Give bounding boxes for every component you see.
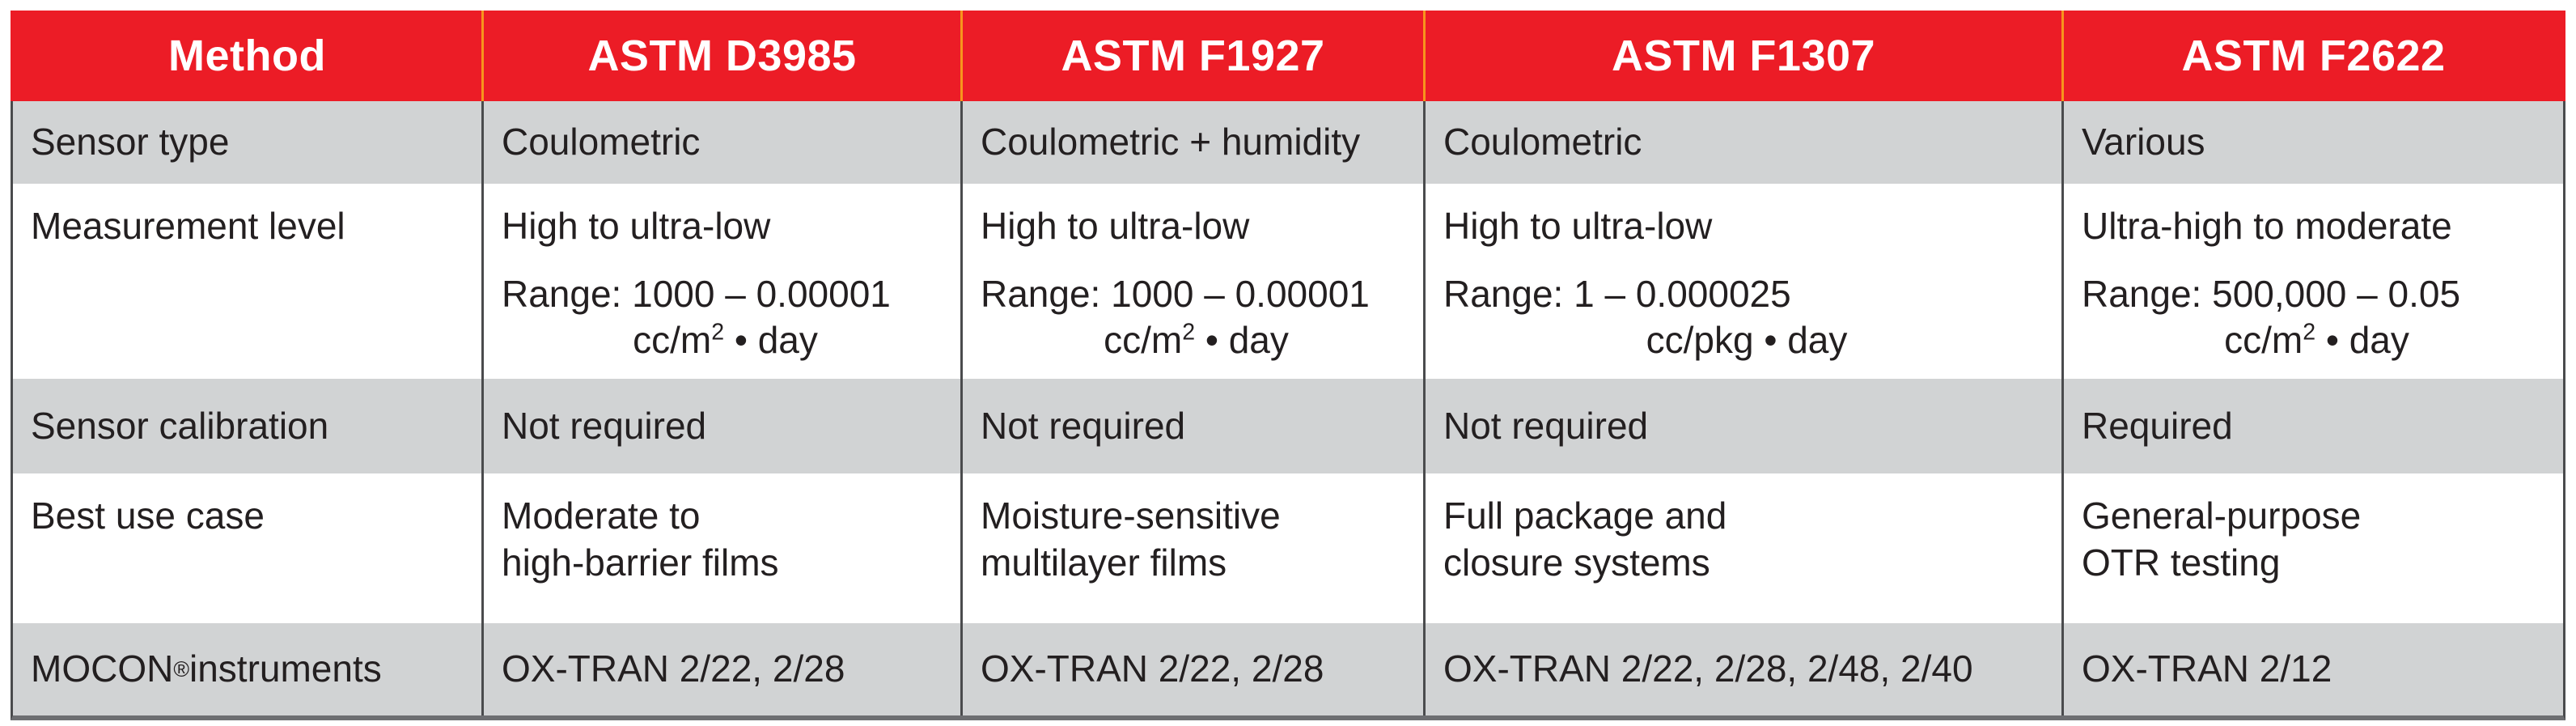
unit-tail: • day [1195, 319, 1289, 361]
mocon-label-main: MOCON [31, 647, 174, 690]
row-label-measurement-level: Measurement level [13, 184, 484, 379]
row-label-best-use-case: Best use case [13, 473, 484, 623]
header-cell-astm-d3985: ASTM D3985 [484, 11, 963, 101]
table-cell: OX-TRAN 2/22, 2/28 [963, 623, 1426, 715]
unit-main: cc/m [633, 319, 712, 361]
unit-tail: • day [2315, 319, 2409, 361]
table-cell: Not required [484, 379, 963, 473]
best-use-line: Full package and [1443, 495, 1727, 537]
table-cell: Not required [963, 379, 1426, 473]
unit-main: cc/m [2224, 319, 2303, 361]
row-label-sensor-type: Sensor type [13, 101, 484, 184]
table-row-mocon-instruments: MOCON ® instruments OX-TRAN 2/22, 2/28 OX… [13, 623, 2563, 715]
measurement-range: Range: 1000 – 0.00001 cc/m2 • day [502, 271, 949, 364]
table-cell: High to ultra-low Range: 1000 – 0.00001 … [963, 184, 1426, 379]
header-cell-astm-f1307: ASTM F1307 [1426, 11, 2064, 101]
unit-superscript: 2 [2303, 319, 2316, 346]
unit-line: cc/m2 • day [981, 317, 1412, 364]
unit-superscript: 2 [711, 319, 725, 346]
table-row-best-use-case: Best use case Moderate to high-barrier f… [13, 473, 2563, 623]
unit-line: cc/pkg • day [1443, 317, 2050, 364]
measurement-range: Range: 1 – 0.000025 cc/pkg • day [1443, 271, 2050, 364]
table-cell: Coulometric [484, 101, 963, 184]
table-cell: Coulometric [1426, 101, 2064, 184]
table-cell: Full package and closure systems [1426, 473, 2064, 623]
best-use-line: closure systems [1443, 541, 1710, 584]
table-cell: Not required [1426, 379, 2064, 473]
unit-line: cc/m2 • day [2082, 317, 2552, 364]
measurement-level-text: High to ultra-low [502, 205, 771, 247]
table-cell: Coulometric + humidity [963, 101, 1426, 184]
best-use-line: General-purpose [2082, 495, 2362, 537]
table-cell: High to ultra-low Range: 1 – 0.000025 cc… [1426, 184, 2064, 379]
table-row-sensor-calibration: Sensor calibration Not required Not requ… [13, 379, 2563, 473]
best-use-line: multilayer films [981, 541, 1227, 584]
table-cell: General-purpose OTR testing [2064, 473, 2563, 623]
mocon-label-tail: instruments [189, 647, 382, 690]
best-use-line: OTR testing [2082, 541, 2281, 584]
table-cell: High to ultra-low Range: 1000 – 0.00001 … [484, 184, 963, 379]
table-cell: OX-TRAN 2/22, 2/28 [484, 623, 963, 715]
unit-tail: • day [724, 319, 818, 361]
best-use-line: Moisture-sensitive [981, 495, 1281, 537]
measurement-range: Range: 500,000 – 0.05 cc/m2 • day [2082, 271, 2552, 364]
row-label-mocon-instruments: MOCON ® instruments [13, 623, 484, 715]
unit-tail: • day [1753, 319, 1848, 361]
table-cell: Required [2082, 404, 2233, 447]
measurement-level-text: High to ultra-low [981, 205, 1250, 247]
header-cell-method: Method [13, 11, 484, 101]
table-cell: Ultra-high to moderate Range: 500,000 – … [2064, 184, 2563, 379]
row-label-sensor-calibration: Sensor calibration [13, 379, 484, 473]
best-use-line: Moderate to [502, 495, 701, 537]
table-cell: OX-TRAN 2/22, 2/28, 2/48, 2/40 [1426, 623, 2064, 715]
range-line: Range: 1000 – 0.00001 [502, 272, 891, 315]
best-use-line: high-barrier films [502, 541, 779, 584]
unit-line: cc/m2 • day [502, 317, 949, 364]
range-line: Range: 500,000 – 0.05 [2082, 272, 2461, 315]
table-cell: Moderate to high-barrier films [484, 473, 963, 623]
range-line: Range: 1000 – 0.00001 [981, 272, 1370, 315]
unit-main: cc/m [1104, 319, 1183, 361]
range-line: Range: 1 – 0.000025 [1443, 272, 1791, 315]
table-header-row: Method ASTM D3985 ASTM F1927 ASTM F1307 … [11, 11, 2565, 101]
astm-method-comparison-table: Method ASTM D3985 ASTM F1927 ASTM F1307 … [11, 11, 2565, 720]
table-row-measurement-level: Measurement level High to ultra-low Rang… [13, 184, 2563, 379]
unit-superscript: 2 [1182, 319, 1196, 346]
unit-main: cc/pkg [1646, 319, 1754, 361]
table-cell: OX-TRAN 2/12 [2082, 647, 2332, 690]
measurement-range: Range: 1000 – 0.00001 cc/m2 • day [981, 271, 1412, 364]
table-row-sensor-type: Sensor type Coulometric Coulometric + hu… [13, 101, 2563, 184]
measurement-level-text: High to ultra-low [1443, 205, 1713, 247]
header-cell-astm-f2622: ASTM F2622 [2181, 32, 2446, 80]
header-cell-astm-f1927: ASTM F1927 [963, 11, 1426, 101]
table-body: Sensor type Coulometric Coulometric + hu… [11, 101, 2565, 720]
table-cell: Moisture-sensitive multilayer films [963, 473, 1426, 623]
table-cell: Various [2082, 121, 2205, 163]
measurement-level-text: Ultra-high to moderate [2082, 205, 2452, 247]
